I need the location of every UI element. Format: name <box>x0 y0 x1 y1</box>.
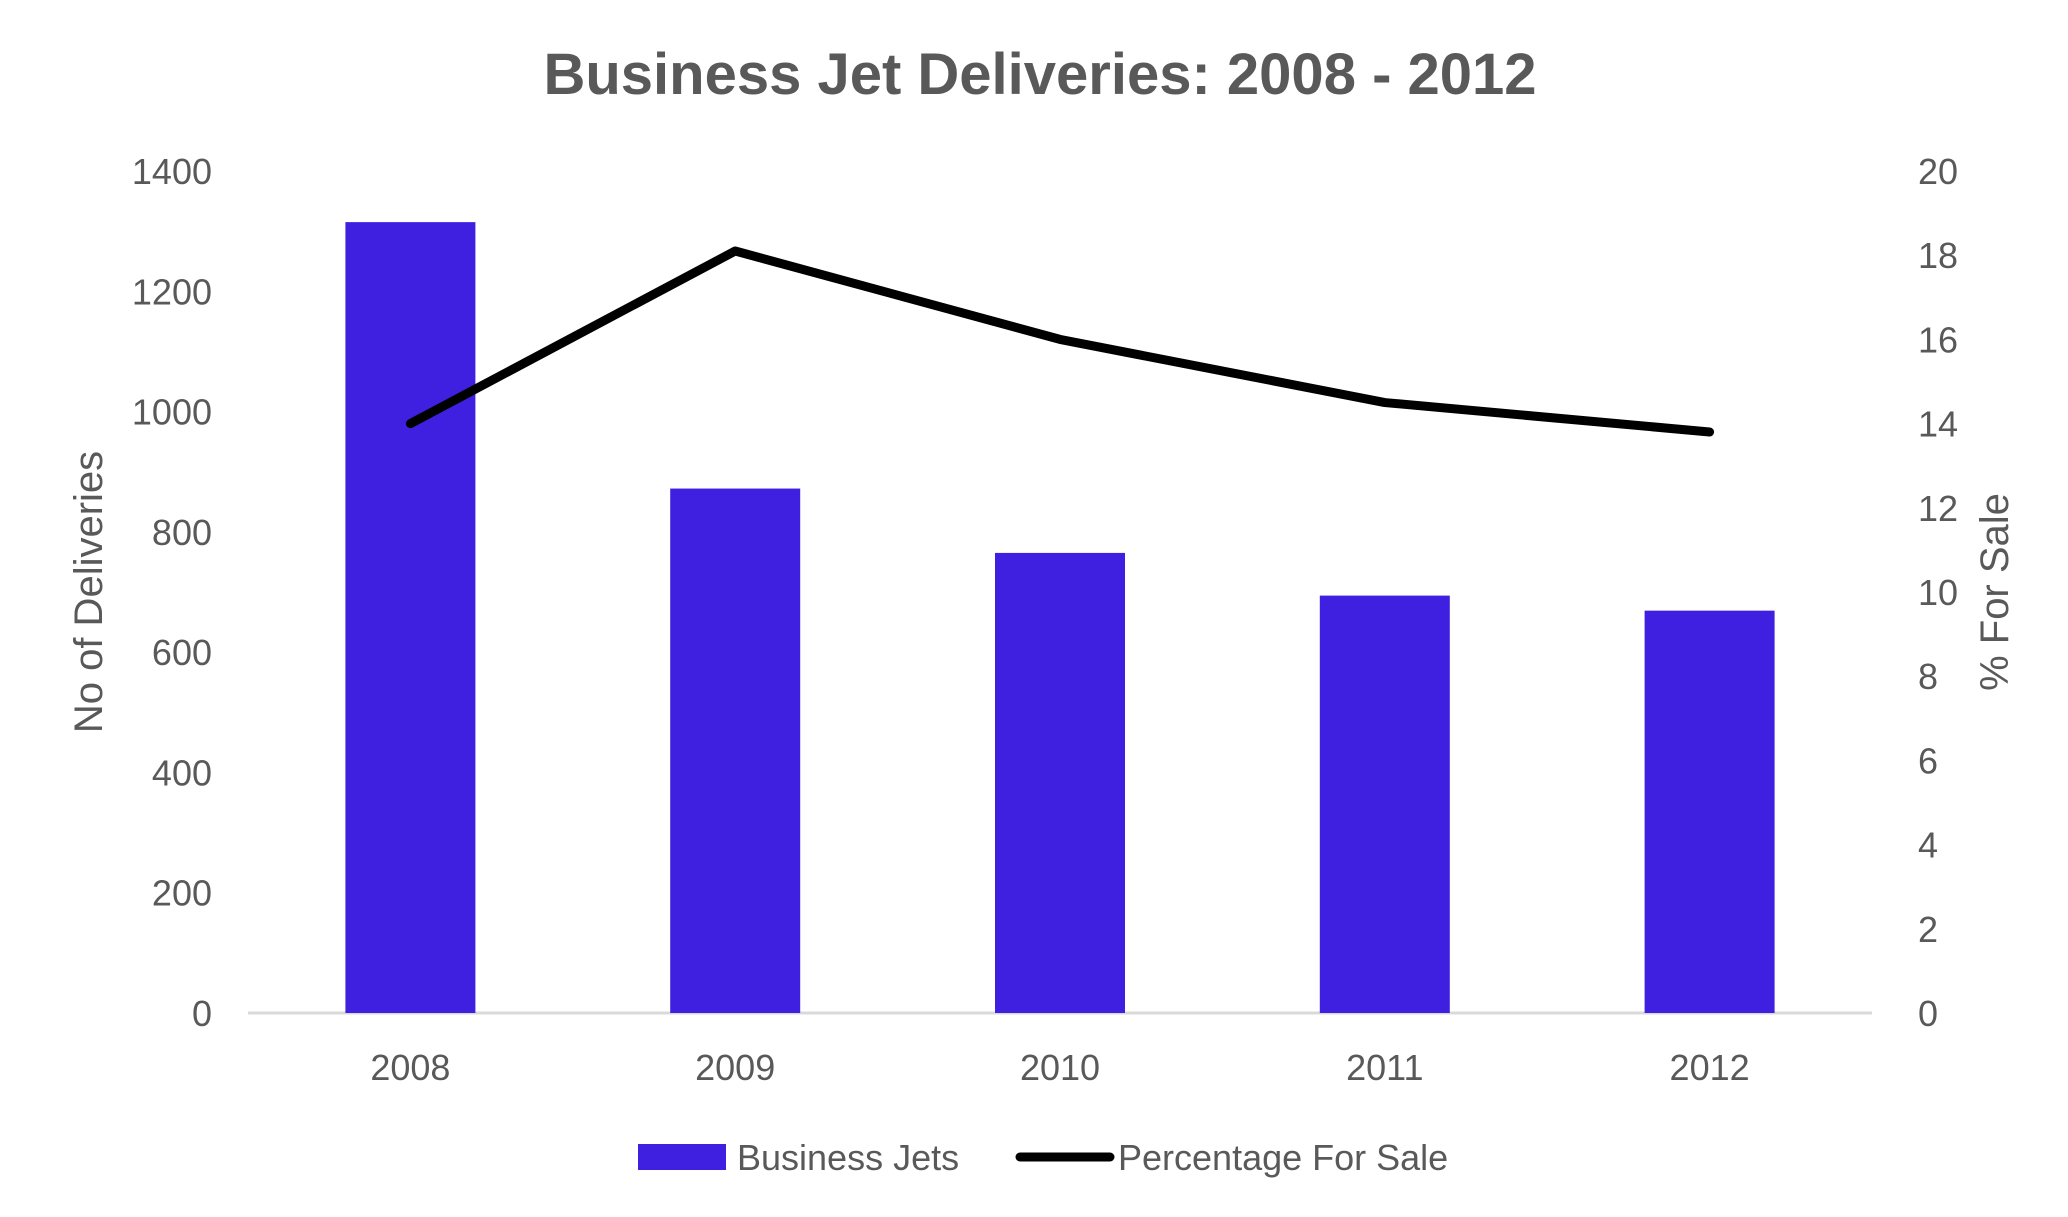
y-axis-right-label: % For Sale <box>1973 493 2017 691</box>
bar-business-jets-2009 <box>670 488 801 1013</box>
y-axis-right-tick-label: 14 <box>1918 404 1958 445</box>
y-axis-right-tick-label: 6 <box>1918 740 1938 781</box>
y-axis-left-tick-label: 1200 <box>132 271 212 312</box>
y-axis-right-tick-label: 16 <box>1918 319 1958 360</box>
x-axis-tick-label: 2012 <box>1670 1047 1750 1088</box>
legend: Business Jets Percentage For Sale <box>638 1137 1448 1178</box>
bar-business-jets-2010 <box>995 552 1125 1013</box>
y-axis-left-tick-label: 0 <box>192 993 212 1034</box>
x-axis-tick-label: 2009 <box>695 1047 775 1088</box>
chart-title: Business Jet Deliveries: 2008 - 2012 <box>543 42 1536 107</box>
line-series <box>405 246 1715 437</box>
y-axis-left-tick-label: 1000 <box>132 392 212 433</box>
y-axis-left-tick-label: 800 <box>152 512 212 553</box>
x-axis-tick-label: 2011 <box>1346 1047 1423 1088</box>
y-axis-left: 0 200 400 600 800 1000 1200 1400 <box>132 151 212 1034</box>
y-axis-right-tick-label: 0 <box>1918 993 1938 1034</box>
bar-business-jets-2008 <box>345 222 476 1013</box>
bar-business-jets-2012 <box>1644 610 1775 1013</box>
y-axis-left-tick-label: 600 <box>152 632 212 673</box>
x-axis-tick-label: 2008 <box>370 1047 450 1088</box>
y-axis-left-tick-label: 400 <box>152 752 212 793</box>
x-axis-tick-label: 2010 <box>1020 1047 1100 1088</box>
x-axis: 2008 2009 2010 2011 2012 <box>248 1011 1872 1088</box>
y-axis-right-tick-label: 4 <box>1918 825 1938 866</box>
y-axis-right-tick-label: 10 <box>1918 572 1958 613</box>
y-axis-left-label: No of Deliveries <box>67 451 111 733</box>
y-axis-right-tick-label: 12 <box>1918 488 1958 529</box>
y-axis-right-tick-label: 8 <box>1918 656 1938 697</box>
y-axis-right-tick-label: 20 <box>1918 151 1958 192</box>
bar-series <box>345 222 1775 1013</box>
y-axis-right-tick-label: 18 <box>1918 235 1958 276</box>
y-axis-right-tick-label: 2 <box>1918 909 1938 950</box>
bar-business-jets-2011 <box>1319 595 1450 1013</box>
y-axis-right: 0 2 4 6 8 10 12 14 16 18 20 <box>1918 151 1958 1034</box>
legend-swatch-business-jets <box>638 1144 726 1170</box>
line-percentage-for-sale <box>405 246 1715 437</box>
legend-label-percentage-for-sale: Percentage For Sale <box>1118 1137 1448 1178</box>
legend-label-business-jets: Business Jets <box>737 1137 959 1178</box>
y-axis-left-tick-label: 200 <box>152 873 212 914</box>
y-axis-left-tick-label: 1400 <box>132 151 212 192</box>
